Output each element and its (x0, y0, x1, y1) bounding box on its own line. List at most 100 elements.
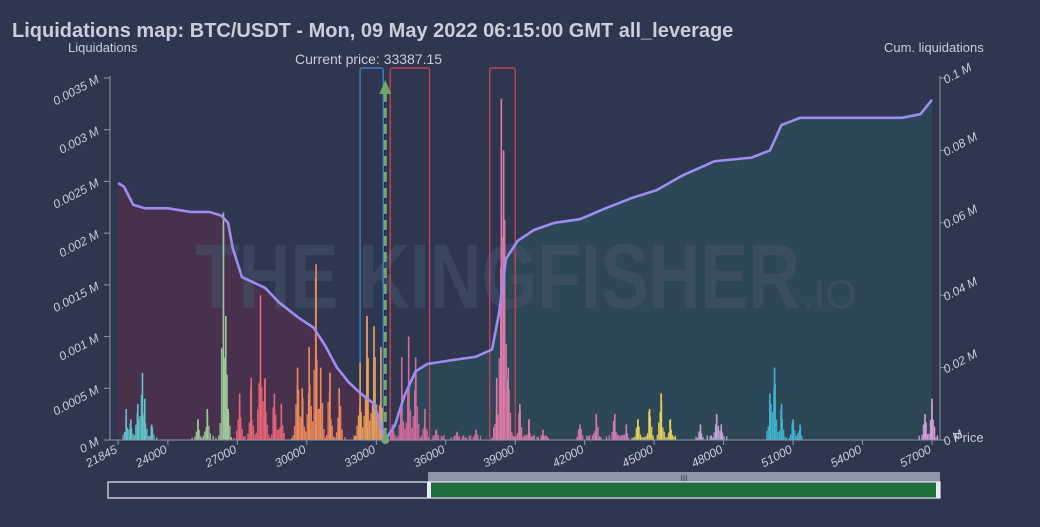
zoom-slider[interactable]: III (107, 472, 941, 499)
liquidation-bar (801, 435, 803, 440)
liquidation-bar (788, 437, 790, 440)
liquidation-bar (215, 437, 217, 440)
liquidation-bar (726, 436, 728, 440)
zoom-selected-range[interactable] (430, 483, 938, 497)
liquidation-bar (283, 432, 285, 440)
liquidation-bar (662, 427, 664, 440)
liquidation-bar (587, 436, 589, 440)
liquidation-bar (525, 435, 527, 440)
zoom-left-handle[interactable] (427, 482, 431, 498)
liquidation-bar (635, 427, 637, 440)
liquidation-bar (393, 430, 395, 440)
liquidation-bar-peak (380, 346, 382, 440)
liquidation-bar (440, 435, 442, 440)
liquidation-bar (218, 435, 220, 440)
liquidation-bar (791, 423, 793, 440)
liquidation-bar-peak (400, 357, 403, 440)
liquidation-bar-peak (329, 372, 331, 440)
liquidation-bar (361, 427, 364, 440)
left-tick-label: 0.0005 M (51, 383, 102, 419)
liquidation-bar (331, 425, 333, 440)
liquidation-bar (258, 382, 260, 440)
liquidation-bar (398, 424, 400, 440)
page-title: Liquidations map: BTC/USDT - Mon, 09 May… (12, 20, 734, 42)
liquidation-bar-peak (296, 367, 299, 440)
liquidation-bar (295, 404, 297, 440)
liquidation-bar-peak (519, 403, 521, 440)
liquidation-bar (936, 435, 939, 440)
liquidation-bar (935, 437, 937, 440)
liquidation-bar (922, 424, 925, 440)
liquidation-bar-peak (456, 431, 459, 440)
liquidation-bar (240, 417, 242, 440)
liquidation-bar-peak (669, 419, 672, 440)
liquidation-bar (547, 437, 549, 440)
liquidation-bar (616, 434, 619, 440)
x-tick-label: 33000 (342, 442, 378, 470)
liquidation-bar (275, 414, 277, 440)
left-tick-label: 0.002 M (57, 227, 102, 260)
liquidation-bar (414, 390, 416, 440)
liquidation-bar-peak (931, 398, 933, 440)
liquidation-bar (230, 437, 233, 440)
liquidation-bar (670, 429, 672, 440)
liquidation-bar-peak (136, 403, 139, 440)
liquidation-bar (516, 433, 519, 440)
x-tick-label: 39000 (481, 442, 517, 470)
liquidation-bar (147, 435, 150, 440)
liquidation-bar (642, 437, 644, 440)
liquidation-bar (333, 436, 335, 440)
liquidation-bar (202, 435, 205, 440)
liquidation-bar-peak (424, 408, 426, 440)
liquidation-bar (719, 430, 721, 440)
liquidation-bar (594, 430, 596, 440)
zoom-right-handle[interactable] (936, 482, 940, 498)
watermark: THE KINGFISHER .IO (195, 226, 856, 328)
liquidation-bar (674, 435, 677, 440)
cumulative-areas (118, 99, 932, 441)
x-tick-label: 54000 (828, 442, 864, 470)
liquidation-bar (605, 436, 608, 440)
liquidation-bar (276, 429, 278, 440)
zoom-handle-bar[interactable] (428, 472, 940, 482)
right-tick-label: 0.02 M (941, 347, 980, 377)
liquidation-bar (324, 437, 326, 440)
liquidation-bar (255, 432, 257, 440)
liquidation-bar-peak (500, 98, 503, 440)
x-tick-label: 36000 (411, 442, 447, 470)
liquidation-bar (433, 435, 435, 440)
liquidation-bar-peak (502, 150, 505, 440)
liquidation-bar (723, 436, 725, 440)
liquidation-bar (344, 437, 346, 440)
liquidation-bar (235, 430, 238, 440)
liquidation-bar (223, 357, 226, 440)
liquidation-bar (776, 419, 778, 440)
liquidation-bar (709, 436, 711, 440)
liquidation-bar (194, 436, 196, 440)
zoom-grip-icon[interactable]: III (681, 474, 688, 483)
liquidation-bar (419, 437, 421, 440)
liquidation-bar-peak (699, 424, 702, 440)
liquidation-bar-peak (143, 398, 146, 440)
liquidation-bar (357, 415, 360, 440)
liquidation-bar (371, 402, 374, 440)
liquidation-bar (593, 433, 595, 440)
liquidation-bar (645, 436, 647, 440)
liquidation-bar (714, 424, 717, 440)
liquidation-bar (201, 437, 203, 440)
liquidation-bar (493, 427, 495, 440)
liquidation-bar-peak (528, 419, 530, 440)
liquidation-bar (195, 431, 198, 440)
liquidation-bar (313, 369, 315, 440)
liquidation-bar (337, 418, 339, 440)
right-tick-label: 0.1 M (941, 60, 974, 86)
liquidation-bar (925, 422, 927, 440)
liquidation-bar (254, 434, 256, 440)
liquidation-bar (665, 437, 667, 440)
liquidation-bar (126, 427, 129, 440)
liquidation-bar-peak (273, 393, 276, 440)
x-tick-label: 27000 (202, 442, 239, 471)
liquidation-bar-peak (660, 393, 662, 440)
liquidation-bar (298, 389, 300, 440)
liquidation-bar (205, 426, 207, 440)
